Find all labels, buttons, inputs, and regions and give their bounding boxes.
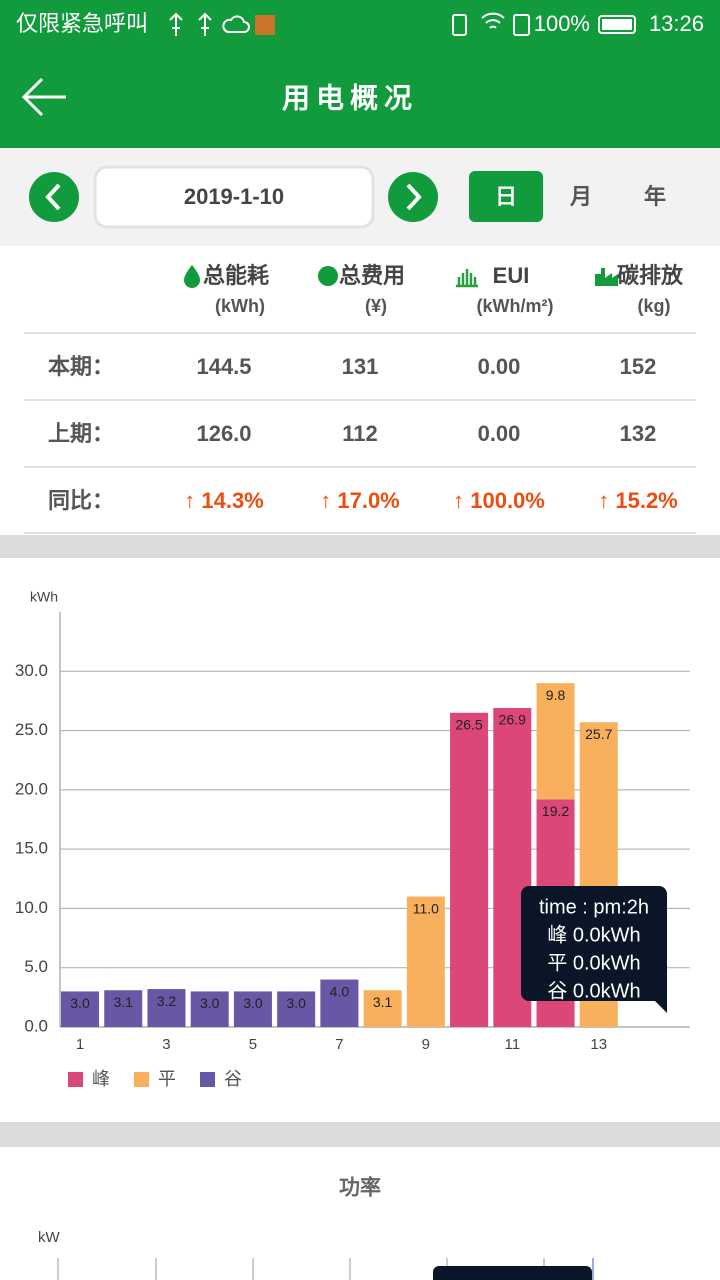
y-tick-label: 20.0: [15, 779, 48, 798]
legend-label[interactable]: 峰: [92, 1069, 110, 1089]
column-header: 总费用: [339, 263, 405, 288]
legend-swatch[interactable]: [134, 1072, 149, 1087]
row-label: 同比：: [48, 488, 114, 513]
bar: [450, 712, 489, 1027]
tooltip-line: time : pm:2h: [539, 896, 649, 918]
table-cell: 152: [620, 354, 657, 379]
back-button[interactable]: [21, 77, 66, 117]
column-unit: (¥): [365, 296, 387, 316]
carrier: 仅限紧急呼叫: [16, 11, 148, 36]
tab[interactable]: 日: [495, 184, 517, 209]
value-label: 25.7: [585, 726, 612, 742]
icon: [595, 268, 618, 286]
value-label: 26.5: [455, 716, 482, 732]
x-tick-label: 9: [422, 1036, 430, 1053]
bar: [363, 990, 402, 1027]
section-title: 功率: [339, 1176, 381, 1200]
value-label: 3.1: [113, 994, 133, 1010]
x-tick-label: 11: [505, 1036, 521, 1053]
column-header: 总能耗: [203, 263, 269, 288]
tab-highlight: [469, 171, 543, 222]
row-label: 上期：: [48, 421, 114, 446]
value-label: 3.0: [200, 995, 220, 1011]
legend-swatch[interactable]: [68, 1072, 83, 1087]
icon: [456, 269, 478, 288]
column-unit: (kWh): [215, 296, 265, 316]
y-tick-label: 15.0: [15, 839, 48, 858]
tooltip: [433, 1266, 592, 1280]
x-tick-label: 13: [590, 1036, 607, 1053]
legend-label[interactable]: 平: [158, 1069, 176, 1089]
tab[interactable]: 月: [569, 184, 592, 209]
next-date-button[interactable]: [388, 172, 438, 222]
bar: [61, 991, 99, 1027]
row-label: 本期：: [48, 354, 114, 379]
table-cell: 112: [342, 421, 378, 446]
y-axis-label: kWh: [30, 589, 58, 605]
bar: [406, 896, 445, 1027]
bar: [536, 683, 575, 800]
separator: [0, 535, 720, 558]
column-header: EUI: [493, 263, 530, 288]
battery: 100%: [534, 11, 590, 36]
bar: [104, 990, 143, 1027]
y-tick-label: 5.0: [24, 957, 48, 976]
table-cell: 0.00: [478, 421, 521, 446]
separator: [0, 1122, 720, 1147]
page-title: 用电概况: [282, 82, 418, 113]
y-tick-label: 10.0: [15, 898, 48, 917]
x-tick-label: 5: [249, 1036, 257, 1053]
value-label: 3.1: [373, 994, 393, 1010]
y-tick-label: 30.0: [15, 661, 48, 680]
date: 2019-1-10: [184, 184, 284, 209]
column-header: 碳排放: [617, 263, 684, 288]
table-cell: 126.0: [196, 421, 251, 446]
value-label: 19.2: [542, 803, 569, 819]
tooltip-line: 峰 0.0kWh: [547, 923, 640, 946]
table-cell: ↑ 100.0%: [453, 488, 545, 513]
y-axis-label: kW: [38, 1229, 61, 1246]
tab[interactable]: 年: [644, 184, 666, 209]
table-cell: 144.5: [196, 354, 251, 379]
clock: 13:26: [649, 11, 704, 36]
value-label: 3.0: [243, 995, 263, 1011]
tooltip-line: 谷 0.0kWh: [547, 979, 640, 1002]
table-cell: 0.00: [478, 354, 521, 379]
value-label: 11.0: [413, 900, 439, 916]
value-label: 3.0: [70, 995, 90, 1011]
column-unit: (kg): [638, 296, 671, 316]
x-tick-label: 1: [76, 1036, 84, 1053]
value-label: 26.9: [499, 712, 526, 728]
legend-label[interactable]: 谷: [224, 1069, 242, 1089]
table-cell: ↑ 14.3%: [184, 488, 264, 513]
status-icons: [169, 12, 636, 36]
column-unit: (kWh/m²): [477, 296, 554, 316]
y-tick-label: 0.0: [24, 1016, 48, 1035]
x-tick-label: 7: [335, 1036, 343, 1053]
legend-swatch[interactable]: [200, 1072, 215, 1087]
bar: [277, 991, 316, 1027]
bar: [190, 991, 229, 1027]
value-label: 3.0: [286, 995, 306, 1011]
x-tick-label: 3: [162, 1036, 170, 1053]
table-cell: 132: [620, 421, 657, 446]
icon: [318, 266, 338, 286]
bar: [147, 989, 186, 1027]
value-label: 3.2: [157, 993, 177, 1009]
bar: [233, 991, 272, 1027]
value-label: 9.8: [546, 687, 566, 703]
value-label: 4.0: [330, 983, 350, 999]
bar: [320, 979, 359, 1027]
prev-date-button[interactable]: [29, 172, 79, 222]
icon: [184, 265, 200, 288]
tooltip-line: 平 0.0kWh: [547, 952, 640, 974]
tooltip: [521, 886, 667, 1013]
table-cell: 131: [342, 354, 379, 379]
table-cell: ↑ 17.0%: [320, 488, 400, 513]
date-field[interactable]: [93, 165, 375, 229]
y-tick-label: 25.0: [15, 720, 48, 739]
table-cell: ↑ 15.2%: [598, 488, 678, 513]
